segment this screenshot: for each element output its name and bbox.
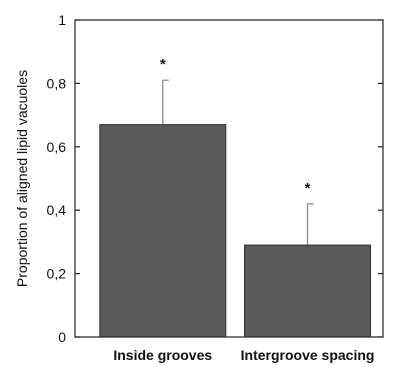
- y-tick-label: 0,6: [47, 139, 67, 155]
- bars: [99, 124, 372, 338]
- y-tick-label: 0,4: [47, 202, 67, 218]
- bar: [244, 244, 372, 338]
- annotations: **: [160, 56, 311, 197]
- y-ticks: 0 0,2 0,4 0,6 0,8 1: [47, 12, 383, 345]
- bar: [99, 124, 227, 338]
- x-tick-labels: Inside grooves Intergroove spacing: [113, 347, 374, 363]
- error-bars: [162, 79, 314, 246]
- significance-marker: *: [160, 56, 166, 73]
- y-axis-label: Proportion of aligned lipid vacuoles: [14, 70, 30, 287]
- y-tick-label: 0,2: [47, 266, 67, 282]
- y-tick-label: 0,8: [47, 75, 67, 91]
- x-tick-label: Inside grooves: [113, 347, 212, 363]
- plot-frame: [74, 19, 384, 338]
- x-tick-label: Intergroove spacing: [241, 347, 375, 363]
- y-tick-label: 1: [58, 12, 66, 28]
- significance-marker: *: [305, 180, 311, 197]
- y-tick-label: 0: [58, 329, 66, 345]
